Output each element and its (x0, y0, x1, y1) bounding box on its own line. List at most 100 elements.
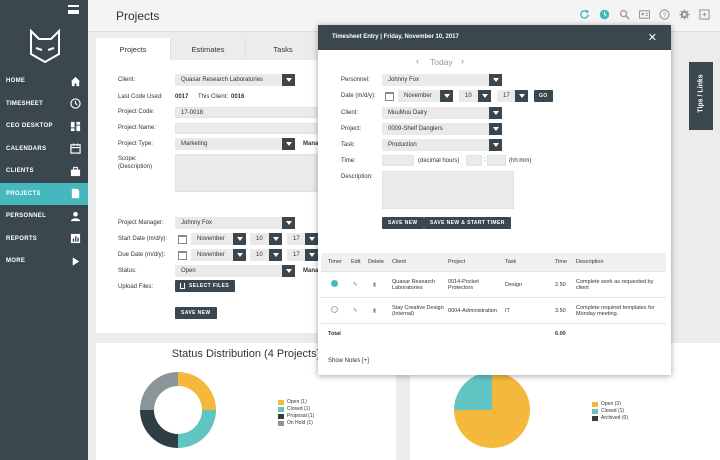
date-year-select[interactable]: 17 (497, 90, 515, 102)
project-type-dropdown-button[interactable] (282, 138, 295, 150)
legend-swatch (278, 407, 284, 412)
edit-pencil-icon[interactable]: ✎ (353, 307, 358, 314)
expand-icon[interactable] (699, 9, 710, 20)
date-month-dropdown-button[interactable] (440, 90, 453, 102)
sidebar-item-more[interactable]: MORE (0, 250, 88, 273)
modal-project-dropdown-button[interactable] (489, 123, 502, 135)
modal-project-label: Project: (341, 126, 362, 132)
col-client: Client (392, 259, 407, 265)
start-day-select[interactable]: 10 (250, 233, 269, 245)
start-month-select[interactable]: November (191, 233, 233, 245)
calendar-icon (70, 143, 81, 154)
status-distribution-title: Status Distribution (4 Projects) (171, 348, 321, 360)
upload-icon (180, 283, 185, 289)
legend-item: Proposal (1) (278, 413, 314, 420)
edit-pencil-icon[interactable]: ✎ (353, 281, 358, 288)
next-day-icon[interactable]: › (461, 56, 464, 66)
personnel-dropdown-button[interactable] (489, 74, 502, 86)
modal-task-dropdown-button[interactable] (489, 139, 502, 151)
sidebar-item-projects[interactable]: PROJECTS (0, 182, 88, 205)
refresh-icon[interactable] (579, 9, 590, 20)
tips-links-tab[interactable]: Tips / Links (689, 62, 713, 130)
legend-label: On Hold (1) (287, 420, 313, 426)
tab-projects[interactable]: Projects (96, 38, 171, 60)
select-files-button[interactable]: SELECT FILES (175, 280, 236, 292)
tab-tasks[interactable]: Tasks (246, 38, 321, 60)
project-manager-select[interactable]: Johnny Fox (175, 217, 283, 229)
date-day-select[interactable]: 10 (459, 90, 478, 102)
trash-icon[interactable]: ▮ (373, 307, 377, 314)
search-icon[interactable] (619, 9, 630, 20)
hamburger-menu-icon[interactable] (68, 5, 79, 14)
scope-textarea[interactable] (175, 154, 325, 192)
due-day-select[interactable]: 10 (250, 249, 269, 261)
sidebar-item-clients[interactable]: CLIENTS (0, 160, 88, 183)
timer-running-icon[interactable] (321, 280, 347, 289)
modal-client-select[interactable]: MuuMuu Dairy (382, 107, 490, 119)
start-year-select[interactable]: 17 (287, 233, 305, 245)
decimal-hours-input[interactable] (382, 155, 414, 166)
due-month-dropdown-button[interactable] (233, 249, 246, 261)
tab-estimates[interactable]: Estimates (171, 38, 246, 60)
status-select[interactable]: Open (175, 265, 283, 277)
due-calendar-icon[interactable] (178, 251, 187, 260)
project-code-input[interactable]: 17-0018 (175, 107, 325, 118)
due-month-select[interactable]: November (191, 249, 233, 261)
save-new-button[interactable]: SAVE NEW (175, 307, 217, 319)
sidebar-item-personnel[interactable]: PERSONNEL (0, 205, 88, 228)
date-day-dropdown-button[interactable] (478, 90, 491, 102)
sidebar-item-timesheet[interactable]: TIMESHEET (0, 93, 88, 116)
legend-swatch (592, 402, 598, 407)
sidebar-item-ceo-desktop[interactable]: CEO DESKTOP (0, 115, 88, 138)
go-button[interactable]: GO (534, 90, 553, 102)
status-dropdown-button[interactable] (282, 265, 295, 277)
modal-project-select[interactable]: 0009-Shelf Danglers (382, 123, 490, 135)
timer-stopped-icon[interactable] (321, 306, 347, 315)
close-icon[interactable]: ✕ (647, 32, 657, 44)
table-row: ✎ ▮ Stay Creative Design (Internal) 0004… (321, 298, 666, 324)
minutes-input[interactable] (487, 155, 506, 166)
client-select[interactable]: Quasar Research Laboratories (175, 74, 283, 86)
total-value: 6.00 (555, 331, 566, 337)
description-textarea[interactable] (382, 171, 514, 209)
pie-slices (454, 372, 530, 448)
sidebar-item-home[interactable]: HOME (0, 70, 88, 93)
prev-day-icon[interactable]: ‹ (416, 56, 419, 66)
start-month-dropdown-button[interactable] (233, 233, 246, 245)
status-manager-label-truncated: Mana (303, 268, 319, 274)
today-label[interactable]: Today (430, 57, 453, 67)
save-new-start-timer-button[interactable]: SAVE NEW & START TIMER (424, 217, 511, 229)
project-name-input[interactable] (175, 123, 325, 134)
modal-save-new-button[interactable]: SAVE NEW (382, 217, 424, 229)
legend-swatch (278, 421, 284, 426)
timesheet-entry-modal: Timesheet Entry | Friday, November 10, 2… (318, 25, 671, 375)
start-year-dropdown-button[interactable] (305, 233, 318, 245)
project-manager-dropdown-button[interactable] (282, 217, 295, 229)
client-dropdown-button[interactable] (282, 74, 295, 86)
modal-task-label: Task: (341, 142, 356, 148)
project-type-select[interactable]: Marketing (175, 138, 283, 150)
due-day-dropdown-button[interactable] (269, 249, 282, 261)
trash-icon[interactable]: ▮ (373, 281, 377, 288)
sidebar-item-label: CEO DESKTOP (6, 123, 53, 130)
date-calendar-icon[interactable] (385, 92, 394, 101)
start-date-label: Start Date (m/d/y): (118, 236, 168, 242)
date-year-dropdown-button[interactable] (515, 90, 528, 102)
modal-task-select[interactable]: Production (382, 139, 490, 151)
hours-input[interactable] (466, 155, 482, 166)
start-calendar-icon[interactable] (178, 235, 187, 244)
sidebar-item-calendars[interactable]: CALENDARS (0, 138, 88, 161)
date-month-select[interactable]: November (398, 90, 440, 102)
gear-icon[interactable] (679, 9, 690, 20)
sidebar-item-reports[interactable]: REPORTS (0, 228, 88, 251)
timer-clock-icon[interactable] (599, 9, 610, 20)
contact-card-icon[interactable] (639, 9, 650, 20)
personnel-select[interactable]: Johnny Fox (382, 74, 490, 86)
start-day-dropdown-button[interactable] (269, 233, 282, 245)
due-year-select[interactable]: 17 (287, 249, 305, 261)
legend-swatch (592, 416, 598, 421)
help-icon[interactable]: ? (659, 9, 670, 20)
due-year-dropdown-button[interactable] (305, 249, 318, 261)
show-notes-link[interactable]: Show Notes [+] (328, 358, 369, 364)
modal-client-dropdown-button[interactable] (489, 107, 502, 119)
